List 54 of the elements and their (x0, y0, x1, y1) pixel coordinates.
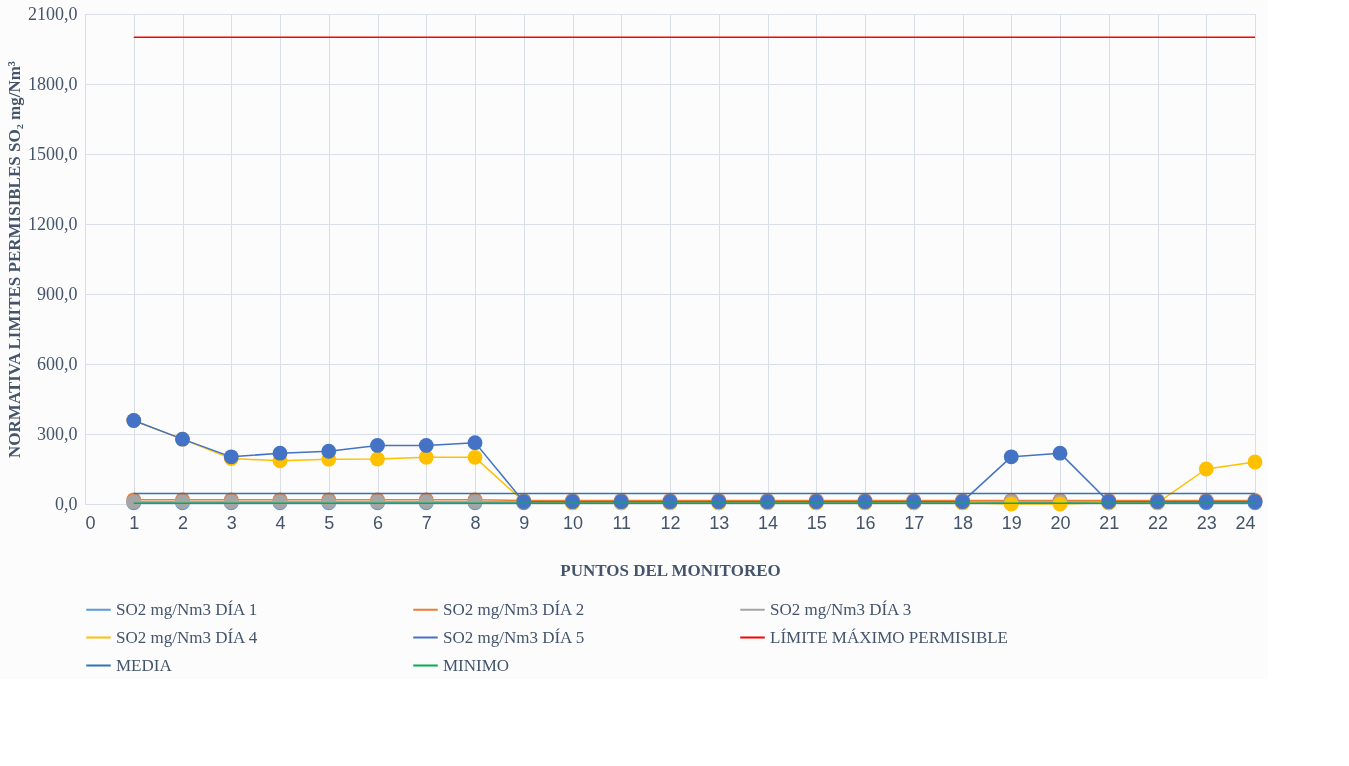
x-tick-label: 17 (904, 512, 925, 533)
legend-label: MEDIA (116, 655, 173, 675)
y-tick-label: 1800,0 (28, 73, 78, 94)
legend-label: SO2 mg/Nm3 DÍA 4 (116, 627, 258, 647)
point (1003, 449, 1019, 465)
point (1198, 461, 1214, 477)
x-tick-label: 12 (660, 512, 681, 533)
point (467, 449, 483, 465)
point (1247, 454, 1263, 470)
legend-label: SO2 mg/Nm3 DÍA 5 (443, 627, 585, 647)
x-tick-label: 21 (1099, 512, 1120, 533)
legend-label: SO2 mg/Nm3 DÍA 1 (116, 599, 258, 619)
legend-label: MINIMO (443, 655, 510, 675)
x-tick-label: 15 (806, 512, 827, 533)
x-tick-label: 23 (1196, 512, 1217, 533)
point (370, 451, 385, 467)
x-axis-title: PUNTOS DEL MONITOREO (560, 560, 781, 580)
y-tick-label: 1200,0 (28, 213, 78, 234)
x-tick-label: 20 (1050, 512, 1071, 533)
x-tick-label: 16 (855, 512, 876, 533)
y-tick-label: 1500,0 (28, 143, 78, 164)
legend-label: SO2 mg/Nm3 DÍA 2 (443, 599, 585, 619)
point (1052, 445, 1068, 461)
x-tick-label: 3 (226, 512, 237, 533)
point (272, 445, 288, 461)
y-tick-label: 300,0 (37, 423, 78, 444)
x-tick-label: 11 (612, 512, 632, 533)
x-tick-label: 13 (709, 512, 730, 533)
y-tick-label: 2100,0 (28, 3, 78, 24)
x-tick-label: 9 (519, 512, 530, 533)
point (321, 443, 337, 459)
x-tick-label: 4 (275, 512, 286, 533)
point (418, 438, 434, 453)
y-axis-title: NORMATIVA LIMITES PERMISIBLES SO₂ mg/Nm³ (5, 61, 24, 458)
x-tick-label: 5 (324, 512, 335, 533)
x-tick-label: 7 (421, 512, 432, 533)
x-tick-label: 19 (1001, 512, 1022, 533)
x-tick-label: 22 (1147, 512, 1169, 533)
x-tick-label: 10 (562, 512, 584, 533)
x-tick-label: 0 (85, 512, 96, 533)
x-tick-label: 8 (470, 512, 481, 533)
legend-label: SO2 mg/Nm3 DÍA 3 (770, 599, 912, 619)
y-tick-label: 0,0 (55, 493, 78, 514)
x-tick-label: 14 (757, 512, 779, 533)
x-tick-label: 18 (952, 512, 974, 533)
x-tick-label: 2 (177, 512, 189, 533)
x-tick-label: 6 (372, 512, 384, 533)
y-tick-label: 600,0 (37, 353, 78, 374)
y-tick-label: 900,0 (37, 283, 78, 304)
x-tick-label: 1 (129, 512, 140, 533)
x-tick-label: 24 (1235, 512, 1256, 533)
point (370, 438, 385, 453)
legend-label: LÍMITE MÁXIMO PERMISIBLE (770, 627, 1008, 647)
point (467, 435, 483, 451)
